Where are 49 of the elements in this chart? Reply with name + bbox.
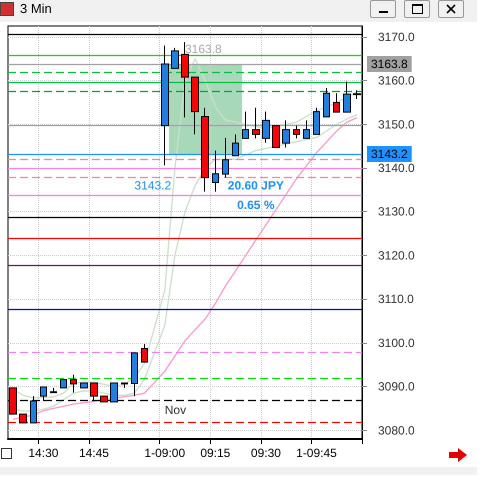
x-tick-label: 09:30 (250, 446, 282, 460)
annotation: 20.60 JPY (228, 178, 284, 192)
candlestick (262, 111, 270, 144)
candlestick (60, 379, 67, 388)
ref-line-label: 3163.8 (371, 57, 408, 72)
candlestick (171, 47, 179, 69)
candlestick (212, 150, 219, 192)
candlestick (131, 352, 138, 397)
candlestick (50, 387, 57, 394)
candlestick (232, 134, 239, 156)
annotation: 3143.2 (134, 178, 172, 192)
candlestick (303, 120, 310, 139)
ref-line-label: 3143.2 (371, 147, 408, 162)
annotation: Nov (164, 403, 186, 418)
x-tick-label: 1-09:45 (296, 446, 338, 460)
candlestick (201, 107, 209, 192)
candlestick (333, 92, 340, 113)
x-tick-label: 14:45 (78, 446, 110, 460)
candlestick (80, 382, 88, 388)
y-tick-label: 3150.0 (378, 117, 416, 132)
annotation: 0.65 % (237, 198, 275, 212)
candlestick (252, 107, 260, 139)
y-tick-label: 3080.0 (378, 423, 416, 438)
candlestick (242, 111, 249, 139)
x-tick-label: 1-09:00 (144, 446, 186, 460)
y-tick-label: 3110.0 (378, 292, 414, 306)
y-tick-label: 3140.0 (378, 161, 416, 176)
annotation: 3163.8 (185, 42, 222, 56)
candlestick (70, 374, 77, 394)
chart-title: 3 Min (20, 1, 52, 16)
candlestick (323, 88, 330, 118)
x-tick-label: 09:15 (200, 446, 231, 460)
y-tick-label: 3130.0 (378, 204, 416, 219)
candlestick (293, 125, 300, 139)
candlestick (272, 125, 280, 148)
candlestick (161, 45, 169, 166)
candlestick (191, 76, 199, 135)
y-tick-label: 3120.0 (378, 248, 416, 262)
candlestick (282, 120, 290, 148)
candlestick (121, 382, 128, 388)
candlestick (343, 81, 351, 113)
y-tick-label: 3090.0 (378, 380, 416, 394)
x-tick-label: 14:30 (28, 446, 59, 460)
candlestick (222, 137, 229, 178)
y-tick-label: 3100.0 (378, 336, 416, 350)
y-tick-label: 3160.0 (378, 74, 416, 88)
y-tick-label: 3170.0 (378, 30, 416, 44)
candlestick (313, 107, 320, 135)
candlestick (141, 344, 148, 363)
